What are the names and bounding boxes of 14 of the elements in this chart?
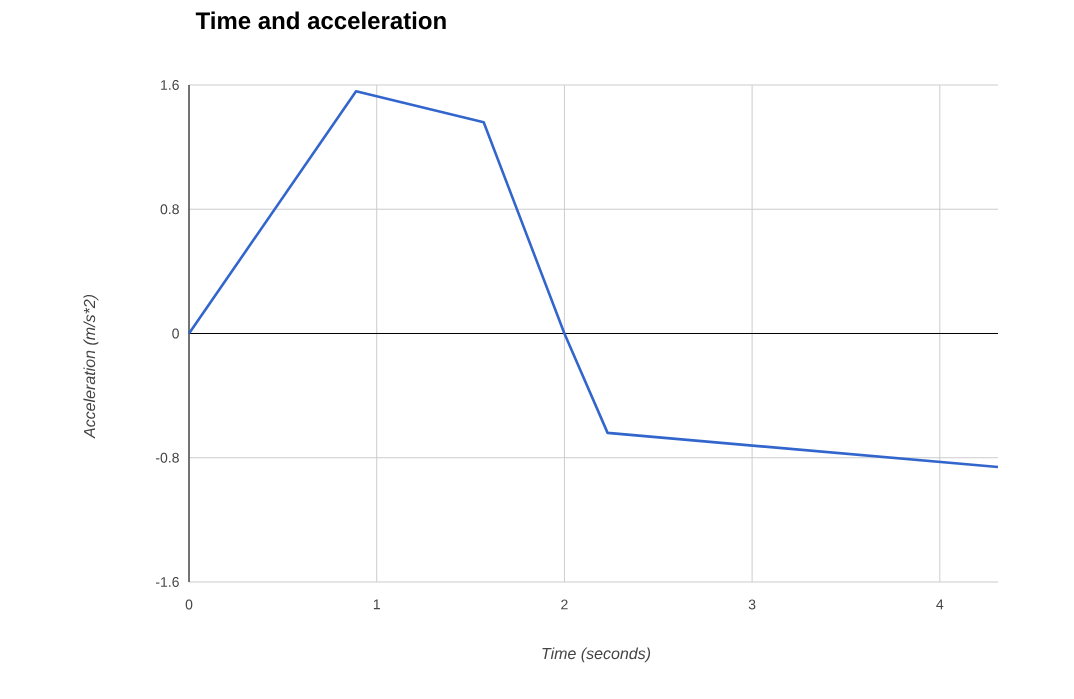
x-axis-title: Time (seconds) — [542, 647, 651, 663]
y-tick-label: 1.6 — [161, 80, 179, 90]
y-tick-label: -0.8 — [155, 452, 179, 463]
x-tick-label: 3 — [748, 599, 756, 610]
chart-title: Time and acceleration — [195, 11, 446, 30]
x-tick-label: 0 — [185, 599, 193, 610]
x-tick-label: 2 — [561, 599, 568, 610]
line-series — [187, 89, 1000, 469]
y-tick-label: 0.8 — [160, 204, 179, 215]
y-axis-title: Acceleration (m/s*2) — [83, 294, 99, 439]
x-tick-label: 1 — [373, 599, 380, 610]
y-tick-label: 0 — [172, 328, 179, 339]
y-tick-label: -1.6 — [155, 577, 179, 587]
x-tick-label: 4 — [936, 599, 944, 610]
